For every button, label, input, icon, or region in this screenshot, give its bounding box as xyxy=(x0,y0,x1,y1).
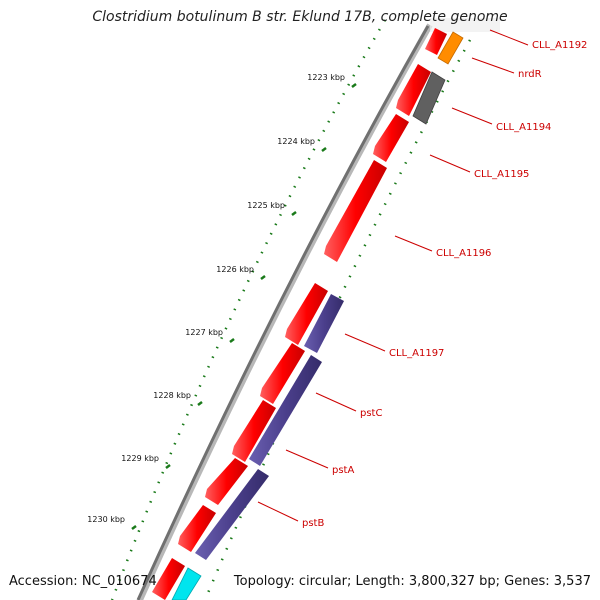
gene-label-nrdr: nrdR xyxy=(518,69,542,80)
gene-callout-line xyxy=(451,107,493,125)
gene-arrow xyxy=(260,343,305,404)
gene-callout-line xyxy=(394,235,433,252)
kbp-tick-label: 1228 kbp xyxy=(153,391,191,400)
gene-label-cll-a1196: CLL_A1196 xyxy=(436,248,491,259)
backbone xyxy=(136,25,430,600)
gene-callout-line xyxy=(344,333,386,352)
outer-dot-ring xyxy=(110,19,387,600)
kbp-ticks: 1223 kbp 1224 kbp 1225 kbp 1226 kbp 1227 kbp… xyxy=(87,73,357,530)
gene-callout-line xyxy=(471,57,515,74)
kbp-tick-label: 1227 kbp xyxy=(185,328,223,337)
accession-text: Accession: NC_010674 xyxy=(9,574,157,589)
gene-arrow xyxy=(425,28,447,55)
kbp-tick-mark xyxy=(229,338,235,343)
gene-box-purple xyxy=(249,355,322,466)
gene-box-purple xyxy=(195,469,269,560)
gene-arrow xyxy=(373,114,409,162)
kbp-tick-mark xyxy=(351,83,357,88)
gene-box-gray xyxy=(412,71,446,125)
kbp-tick-mark xyxy=(291,211,297,216)
gene-label-cll-a1195: CLL_A1195 xyxy=(474,169,529,180)
gene-label-psta: pstA xyxy=(332,465,354,476)
gene-callout-line xyxy=(429,154,471,173)
outer-strand-genes xyxy=(152,28,447,600)
kbp-tick-label: 1226 kbp xyxy=(216,265,254,274)
gene-label-cll-a1194: CLL_A1194 xyxy=(496,122,551,133)
kbp-tick-label: 1229 kbp xyxy=(121,454,159,463)
gene-arrow xyxy=(285,283,328,345)
gene-callout-line xyxy=(315,392,357,412)
gene-label-cll-a1192: CLL_A1192 xyxy=(532,40,587,51)
gene-arrow xyxy=(396,64,431,116)
gene-arrow xyxy=(205,458,248,505)
kbp-tick-label: 1223 kbp xyxy=(307,73,345,82)
gene-box-cyan xyxy=(171,567,202,600)
kbp-tick-mark xyxy=(165,464,171,469)
gene-labels: CLL_A1192 nrdR CLL_A1194 CLL_A1195 CLL_A1196… xyxy=(257,29,587,529)
kbp-tick-mark xyxy=(260,275,266,280)
inner-strand-genes xyxy=(171,31,464,600)
kbp-tick-label: 1225 kbp xyxy=(247,201,285,210)
gene-arrow xyxy=(232,400,276,462)
kbp-tick-mark xyxy=(131,525,137,530)
gene-box-orange xyxy=(437,31,464,65)
gene-arrow xyxy=(152,558,185,600)
gene-box-purple xyxy=(304,294,344,353)
gene-arrow xyxy=(178,505,216,552)
inner-dot-ring xyxy=(203,39,472,600)
kbp-tick-label: 1230 kbp xyxy=(87,515,125,524)
genome-summary-text: Topology: circular; Length: 3,800,327 bp… xyxy=(233,574,591,589)
kbp-tick-mark xyxy=(321,147,327,152)
gene-callout-line xyxy=(489,29,529,46)
gene-label-pstc: pstC xyxy=(360,408,382,419)
gene-arrow xyxy=(324,160,387,262)
map-title: Clostridium botulinum B str. Eklund 17B,… xyxy=(92,9,508,25)
gene-callout-line xyxy=(285,449,329,469)
gene-label-pstb: pstB xyxy=(302,518,324,529)
faded-top-region xyxy=(430,18,500,32)
kbp-tick-mark xyxy=(197,401,203,406)
gene-callout-line xyxy=(257,501,299,522)
gene-label-cll-a1197: CLL_A1197 xyxy=(389,348,444,359)
backbone-outer xyxy=(137,23,433,600)
kbp-tick-label: 1224 kbp xyxy=(277,137,315,146)
